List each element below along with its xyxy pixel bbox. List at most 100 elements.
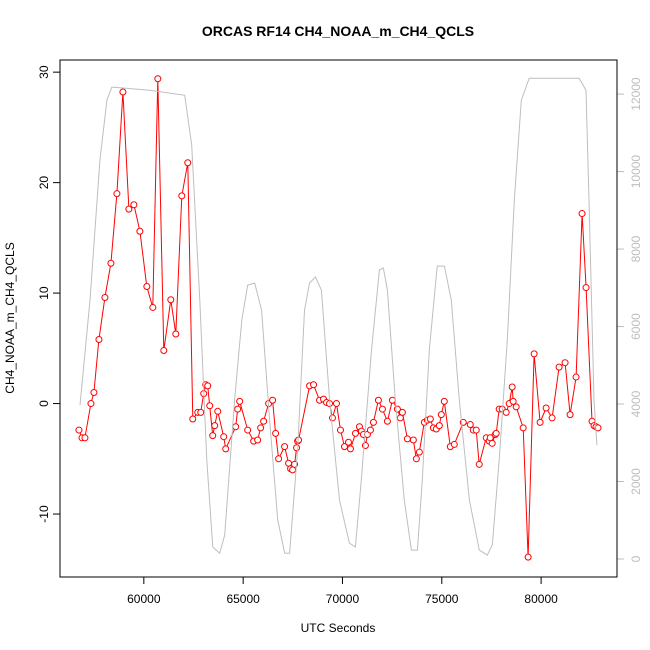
- plot-frame: [59, 59, 618, 578]
- data-point: [412, 455, 420, 463]
- data-point: [512, 403, 520, 411]
- data-point: [340, 443, 348, 451]
- data-point: [346, 445, 354, 453]
- data-point: [269, 396, 277, 404]
- data-point: [366, 426, 374, 434]
- data-point: [475, 460, 483, 468]
- data-point: [508, 383, 516, 391]
- y2-tick-label: 6000: [629, 313, 643, 340]
- data-point: [332, 400, 340, 408]
- data-point: [578, 210, 586, 218]
- data-point: [426, 415, 434, 423]
- data-point: [509, 397, 517, 405]
- y-tick-label: 20: [37, 176, 51, 190]
- data-point: [437, 411, 445, 419]
- data-point: [260, 417, 268, 425]
- data-point: [95, 335, 103, 343]
- y-tick-label: 10: [37, 286, 51, 300]
- y2-tick-label: 10000: [629, 155, 643, 189]
- data-point: [548, 414, 556, 422]
- data-point: [254, 436, 262, 444]
- data-point: [519, 424, 527, 432]
- data-point: [472, 426, 480, 434]
- data-point: [214, 407, 222, 415]
- data-point: [555, 363, 563, 371]
- data-point: [178, 192, 186, 200]
- data-point: [130, 201, 138, 209]
- y2-tick-label: 2000: [629, 468, 643, 495]
- data-point: [81, 434, 89, 442]
- data-point: [154, 75, 162, 83]
- data-point: [75, 426, 83, 434]
- data-point: [143, 282, 151, 290]
- data-point: [236, 397, 244, 405]
- data-point: [310, 381, 318, 389]
- data-point: [113, 190, 121, 198]
- data-point: [440, 397, 448, 405]
- data-point: [403, 435, 411, 443]
- data-point: [211, 422, 219, 430]
- data-point: [197, 408, 205, 416]
- data-point: [492, 429, 500, 437]
- data-point: [160, 347, 168, 355]
- data-point: [383, 417, 391, 425]
- x-tick-label: 65000: [226, 592, 260, 606]
- data-point: [530, 350, 538, 358]
- data-point: [374, 396, 382, 404]
- data-point: [344, 438, 352, 446]
- data-point: [351, 429, 359, 437]
- data-point: [388, 396, 396, 404]
- data-point: [582, 284, 590, 292]
- data-point: [435, 422, 443, 430]
- data-point: [502, 408, 510, 416]
- y2-tick-label: 8000: [629, 235, 643, 262]
- y-tick-label: 30: [37, 65, 51, 79]
- data-point: [204, 382, 212, 390]
- data-point: [149, 303, 157, 311]
- data-point: [125, 205, 133, 213]
- data-point: [184, 159, 192, 167]
- data-point: [234, 405, 242, 413]
- data-point: [87, 400, 95, 408]
- data-point: [107, 259, 115, 267]
- data-point: [409, 436, 417, 444]
- data-point: [378, 405, 386, 413]
- data-point: [232, 423, 240, 431]
- data-point: [398, 408, 406, 416]
- x-axis-label: UTC Seconds: [301, 621, 376, 635]
- data-point: [415, 448, 423, 456]
- data-point: [336, 426, 344, 434]
- data-point: [594, 424, 602, 432]
- data-point: [369, 418, 377, 426]
- data-point: [281, 443, 289, 451]
- data-point: [466, 421, 474, 429]
- data-point: [222, 445, 230, 453]
- data-point: [220, 433, 228, 441]
- data-point: [450, 440, 458, 448]
- data-point: [542, 404, 550, 412]
- x-tick-label: 75000: [425, 592, 459, 606]
- data-point: [275, 455, 283, 463]
- data-point: [257, 424, 265, 432]
- data-point: [172, 330, 180, 338]
- data-point: [293, 444, 301, 452]
- data-point: [189, 415, 197, 423]
- data-point: [101, 294, 109, 302]
- y-axis-label: CH4_NOAA_m_CH4_QCLS: [3, 242, 17, 393]
- data-point: [329, 414, 337, 422]
- data-point: [209, 432, 217, 440]
- y-tick-label: -10: [37, 505, 51, 523]
- y2-tick-label: 0: [629, 555, 643, 562]
- y2-tick-label: 4000: [629, 390, 643, 417]
- data-point: [272, 429, 280, 437]
- x-tick-label: 70000: [326, 592, 360, 606]
- data-point: [244, 426, 252, 434]
- data-point: [119, 88, 127, 96]
- y-tick-label: 0: [37, 400, 51, 407]
- data-point: [90, 389, 98, 397]
- x-tick-label: 60000: [127, 592, 161, 606]
- data-point: [206, 402, 214, 410]
- data-point: [561, 359, 569, 367]
- data-point: [536, 418, 544, 426]
